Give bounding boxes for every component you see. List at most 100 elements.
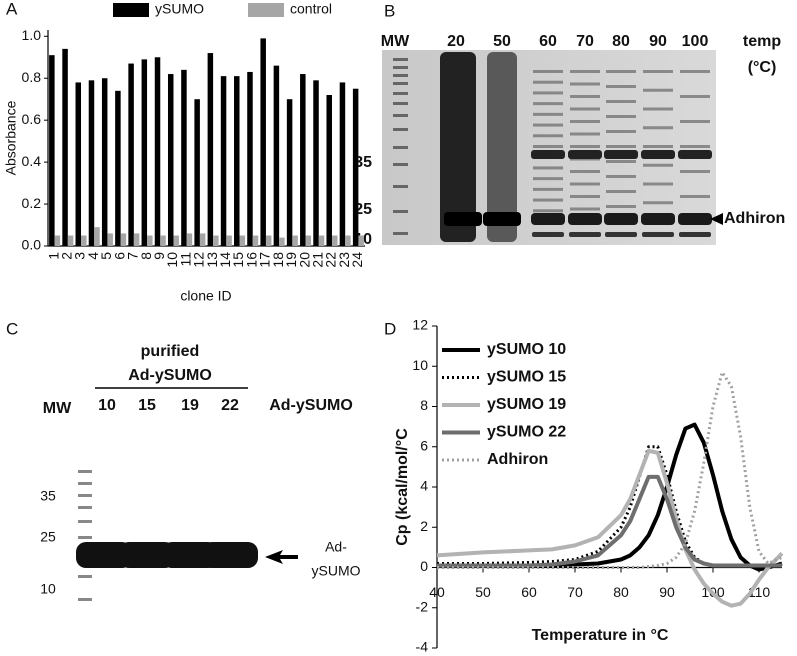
- line-series: [436, 448, 784, 608]
- bar: [313, 80, 319, 246]
- lane-label: 15: [138, 397, 156, 414]
- y-tick-label: -4: [416, 639, 429, 655]
- bar: [318, 235, 325, 246]
- gel-band: [533, 209, 563, 213]
- legend-swatch: [248, 3, 284, 17]
- y-tick-label: 0.0: [22, 237, 42, 253]
- gel-band: [393, 66, 408, 69]
- gel-band: [533, 187, 563, 191]
- gel-band: [78, 520, 92, 523]
- x-tick-label: 17: [257, 252, 273, 268]
- gel-band: [604, 213, 638, 225]
- x-tick-label: 6: [111, 252, 127, 260]
- bar: [265, 235, 272, 246]
- x-tick-label: 8: [138, 252, 154, 260]
- gel-band: [570, 120, 600, 123]
- x-tick-label: 7: [125, 252, 141, 260]
- gel-band: [570, 145, 600, 148]
- gel-label: Adhiron: [724, 210, 785, 227]
- gel-band: [533, 145, 563, 148]
- gel-label: MW: [43, 400, 72, 417]
- gel-band: [78, 575, 92, 578]
- gel-band: [78, 506, 92, 509]
- bar: [339, 82, 346, 246]
- gel-band: [643, 107, 673, 111]
- gel-band: [570, 195, 600, 198]
- bar: [147, 235, 153, 246]
- x-tick-label: 9: [151, 252, 167, 260]
- gel-band: [570, 182, 600, 186]
- x-tick-label: 2: [59, 252, 75, 260]
- lane-label: 22: [221, 397, 239, 414]
- y-tick-label: 2: [420, 518, 428, 534]
- x-tick-label: 3: [72, 252, 88, 260]
- bar: [199, 233, 206, 246]
- gel-label: MW: [381, 33, 410, 50]
- y-tick-label: 6: [420, 437, 428, 453]
- gel-band: [643, 88, 673, 92]
- bar: [194, 99, 200, 246]
- y-tick-label: 0: [420, 558, 428, 574]
- bar: [345, 235, 351, 246]
- bar: [300, 74, 306, 246]
- x-tick-label: 15: [230, 252, 246, 268]
- bar: [160, 235, 166, 246]
- gel-band: [393, 232, 408, 235]
- bar: [247, 71, 253, 247]
- y-tick-label: 0.6: [22, 111, 42, 127]
- bar: [239, 235, 246, 246]
- gel-band: [606, 130, 636, 133]
- gel-band: [643, 126, 673, 130]
- gel-band: [533, 112, 563, 116]
- bar: [141, 59, 148, 246]
- x-tick-label: 20: [296, 252, 312, 268]
- gel-band: [393, 114, 408, 117]
- gel-band: [533, 102, 563, 106]
- y-tick-label: 1.0: [22, 27, 42, 43]
- gel-band: [606, 70, 636, 73]
- lane-label: 100: [682, 33, 709, 50]
- legend-label: ySUMO 19: [487, 396, 566, 413]
- legend-label: ySUMO 15: [487, 369, 566, 386]
- legend-label: ySUMO: [155, 1, 204, 17]
- panel-label: D: [384, 319, 396, 338]
- x-axis-label: clone ID: [180, 288, 231, 304]
- legend-swatch: [113, 3, 149, 17]
- gel-band: [78, 482, 92, 485]
- gel-band: [533, 70, 563, 73]
- gel-band: [680, 95, 710, 98]
- gel-smear: [487, 52, 517, 242]
- gel-band: [78, 470, 92, 473]
- x-tick-label: 23: [336, 252, 352, 268]
- gel-band: [531, 213, 565, 225]
- bar: [167, 74, 174, 246]
- lane-label: 60: [539, 33, 557, 50]
- gel-band: [680, 145, 710, 148]
- x-tick-label: 90: [659, 584, 675, 600]
- gel-label: temp: [743, 33, 781, 50]
- y-tick-label: 10: [412, 357, 428, 373]
- line-series: [437, 474, 782, 568]
- gel-band: [393, 163, 408, 166]
- y-axis-label: Absorbance: [3, 100, 19, 175]
- gel-band: [606, 190, 636, 193]
- x-tick-label: 24: [349, 252, 365, 268]
- legend-label: Adhiron: [487, 451, 548, 468]
- bar: [260, 38, 266, 246]
- line-series: [437, 422, 783, 572]
- x-tick-label: 13: [204, 252, 220, 268]
- gel-band: [393, 185, 408, 188]
- gel-band: [393, 128, 408, 131]
- lane-label: 19: [181, 397, 199, 414]
- gel-band: [643, 145, 673, 148]
- bar: [207, 53, 214, 246]
- gel-band: [643, 163, 673, 167]
- x-tick-label: 14: [217, 252, 233, 268]
- gel-band: [393, 82, 408, 85]
- x-tick-label: 11: [177, 252, 193, 267]
- gel-band: [606, 145, 636, 148]
- gel-label: Ad-ySUMO: [128, 367, 212, 384]
- panel-label: B: [384, 1, 395, 20]
- gel-band: [533, 123, 563, 127]
- x-tick-label: 16: [243, 252, 259, 268]
